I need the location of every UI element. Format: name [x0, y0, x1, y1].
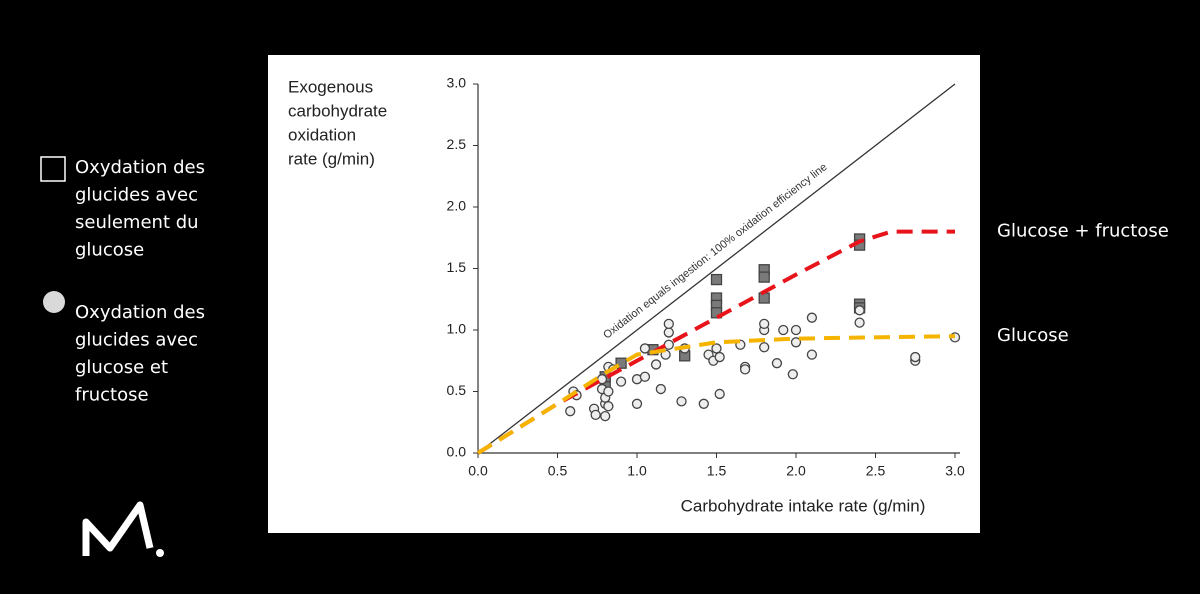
- circle-point: [603, 386, 614, 397]
- y-tick-label: 2.0: [447, 198, 467, 214]
- circle-point: [787, 369, 798, 380]
- y-tick-label: 0.5: [447, 382, 467, 398]
- curve-label: Glucose + fructose: [997, 221, 1169, 242]
- circle-point: [603, 401, 614, 412]
- circle-point: [650, 359, 662, 370]
- circle-point: [663, 318, 674, 330]
- square-point: [758, 292, 770, 304]
- y-tick-label: 0.0: [447, 444, 467, 460]
- circle-point: [655, 383, 666, 395]
- legend-square: [40, 156, 66, 182]
- y-tick-label: 2.5: [447, 136, 467, 152]
- circle-point: [759, 342, 770, 353]
- circle-point: [806, 312, 818, 323]
- legend-label: glucose: [75, 240, 144, 261]
- circle-point: [771, 358, 783, 369]
- x-tick-label: 0.5: [548, 463, 568, 479]
- circle-point: [806, 349, 818, 360]
- circle-point: [910, 351, 921, 363]
- x-tick-label: 1.5: [707, 463, 727, 479]
- circle-point: [600, 410, 611, 422]
- y-axis-label: rate (g/min): [288, 149, 375, 168]
- circle-point: [639, 343, 651, 354]
- legend-label: glucides avec: [75, 330, 198, 351]
- x-tick-label: 2.0: [786, 463, 806, 479]
- circle-point: [639, 371, 651, 382]
- y-tick-label: 3.0: [447, 75, 467, 91]
- identity-line: [477, 83, 956, 454]
- circle-point: [663, 339, 674, 350]
- chart-panel: [268, 55, 980, 533]
- y-axis-label: Exogenous: [288, 77, 373, 96]
- x-tick-label: 0.0: [468, 463, 488, 479]
- legend-label: Oxydation des: [75, 157, 205, 178]
- legend-label: seulement du: [75, 212, 199, 233]
- circle-point: [854, 305, 865, 316]
- circle-point: [631, 398, 643, 409]
- legend-label: Oxydation des: [75, 302, 205, 323]
- y-axis-label: oxidation: [288, 125, 356, 144]
- y-tick-label: 1.5: [447, 259, 467, 275]
- circle-point: [790, 324, 802, 336]
- x-tick-label: 2.5: [866, 463, 886, 479]
- legend-circle: [43, 291, 65, 313]
- curve-label: Glucose: [997, 325, 1069, 346]
- y-axis-label: carbohydrate: [288, 101, 387, 120]
- circle-point: [615, 376, 627, 387]
- circle-point: [663, 327, 674, 338]
- circle-point: [854, 317, 865, 328]
- square-point: [710, 273, 723, 286]
- circle-point: [778, 324, 789, 336]
- circle-point: [698, 398, 709, 409]
- legend-label: glucides avec: [75, 185, 198, 206]
- circle-point: [759, 318, 770, 330]
- dashed-curve: [476, 334, 956, 455]
- y-tick-label: 1.0: [447, 321, 467, 337]
- square-point: [758, 271, 770, 283]
- circle-point: [676, 396, 687, 407]
- circle-point: [565, 406, 576, 417]
- circle-point: [790, 337, 802, 348]
- logo: [82, 501, 164, 557]
- circle-point: [711, 343, 722, 354]
- circle-point: [590, 409, 601, 421]
- x-tick-label: 3.0: [945, 463, 965, 479]
- x-axis-label: Carbohydrate intake rate (g/min): [681, 496, 926, 515]
- circle-point: [714, 351, 725, 363]
- circle-point: [739, 364, 751, 375]
- square-point: [615, 357, 627, 369]
- legend-label: glucose et: [75, 357, 168, 378]
- x-tick-label: 1.0: [627, 463, 647, 479]
- circle-point: [714, 388, 725, 400]
- legend-label: fructose: [75, 385, 149, 406]
